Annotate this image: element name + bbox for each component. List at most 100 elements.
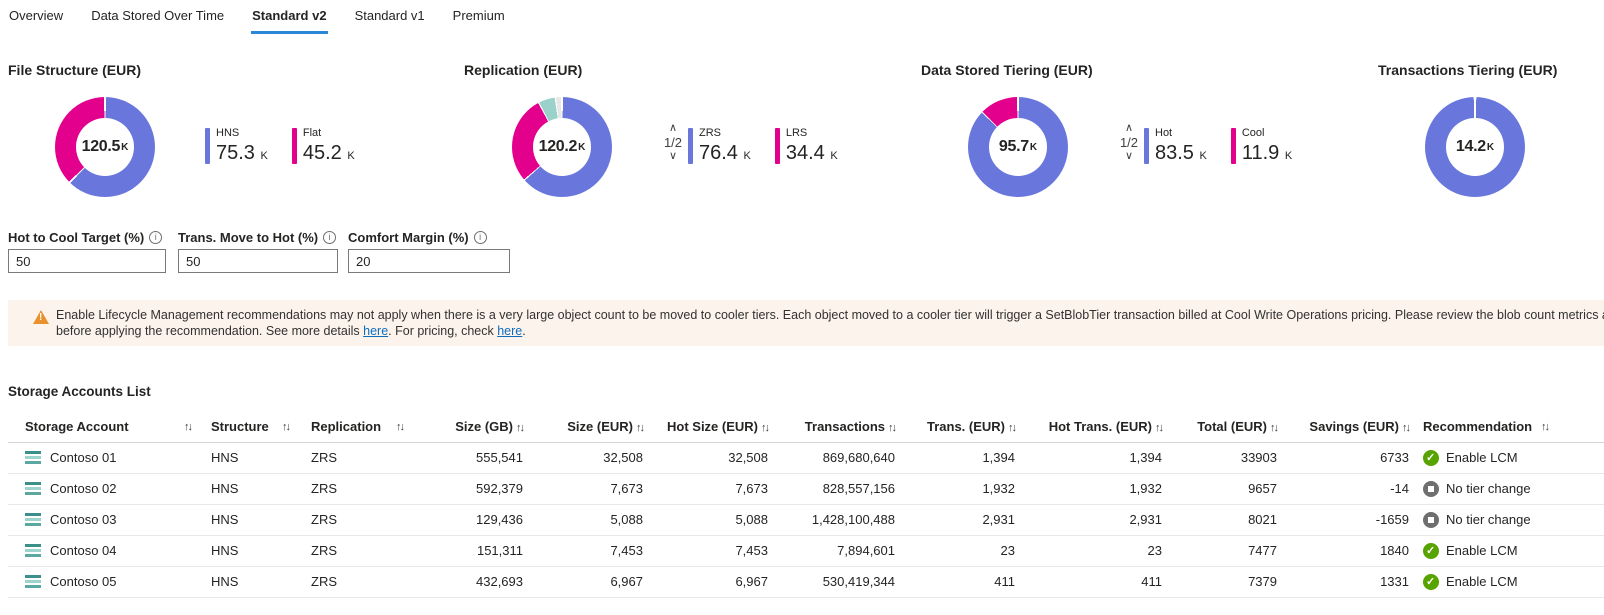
table-row[interactable]: Contoso 03 HNS ZRS 129,436 5,088 5,088 1…: [8, 504, 1604, 536]
page-down-icon[interactable]: ∨: [1124, 150, 1134, 162]
storage-accounts-list-title: Storage Accounts List: [8, 384, 151, 399]
table-header-row: Storage Account ↑↓ Structure ↑↓ Replicatio…: [8, 412, 1604, 443]
warning-text: Enable Lifecycle Management recommendati…: [56, 308, 1604, 338]
col-trans-eur[interactable]: Trans. (EUR): [926, 419, 1005, 435]
page-up-icon[interactable]: ∧: [1124, 122, 1134, 134]
col-structure[interactable]: Structure: [211, 419, 269, 435]
sort-icon[interactable]: ↑↓: [888, 422, 897, 435]
legend-pager: ∧ 1/2 ∨: [660, 123, 686, 162]
trans-move-to-hot-label: Trans. Move to Hot (%): [178, 230, 337, 245]
legend-pager: ∧ 1/2 ∨: [1116, 123, 1142, 162]
legend-swatch: [1144, 128, 1149, 164]
table-row[interactable]: Contoso 04 HNS ZRS 151,311 7,453 7,453 7…: [8, 535, 1604, 567]
storage-account-icon: [25, 544, 41, 557]
recommendation-icon: [1423, 542, 1439, 559]
sort-icon[interactable]: ↑↓: [1541, 420, 1550, 433]
table-row[interactable]: Contoso 01 HNS ZRS 555,541 32,508 32,508…: [8, 442, 1604, 474]
storage-account-icon: [25, 451, 41, 464]
recommendation-label: No tier change: [1446, 512, 1531, 527]
comfort-margin-input[interactable]: [348, 249, 510, 273]
tab-data-stored-over-time[interactable]: Data Stored Over Time: [91, 8, 225, 23]
sort-icon[interactable]: ↑↓: [1155, 422, 1164, 435]
legend-item: Cool 11.9 K: [1230, 126, 1292, 168]
hot-to-cool-target-input[interactable]: [8, 249, 166, 273]
tab-bar: Overview Data Stored Over Time Standard …: [8, 4, 506, 34]
donut-replication[interactable]: 120.2 K: [512, 97, 612, 197]
page-indicator: 1/2: [1119, 135, 1139, 150]
legend-item: LRS 34.4 K: [774, 126, 838, 168]
page-down-icon[interactable]: ∨: [668, 150, 678, 162]
sort-icon[interactable]: ↑↓: [516, 422, 525, 435]
table-row[interactable]: Contoso 02 HNS ZRS 592,379 7,673 7,673 8…: [8, 473, 1604, 505]
chart-title-file-structure: File Structure (EUR): [8, 62, 142, 78]
storage-account-icon: [25, 513, 41, 526]
legend-swatch: [774, 128, 780, 164]
chart-title-data-stored-tiering: Data Stored Tiering (EUR): [921, 62, 1093, 78]
sort-icon[interactable]: ↑↓: [184, 420, 193, 433]
recommendation-icon: [1423, 573, 1439, 590]
legend-item: ZRS 76.4 K: [688, 126, 751, 168]
donut-center-value: 120.5 K: [76, 118, 134, 176]
trans-move-to-hot-input[interactable]: [178, 249, 338, 273]
donut-center-value: 120.2 K: [533, 118, 591, 176]
tab-standard-v2[interactable]: Standard v2: [251, 4, 328, 34]
sort-icon[interactable]: ↑↓: [1402, 422, 1411, 435]
details-link[interactable]: here: [363, 324, 389, 338]
donut-center-value: 14.2 K: [1446, 118, 1504, 176]
pricing-link[interactable]: here: [497, 324, 523, 338]
recommendation-label: Enable LCM: [1446, 574, 1518, 589]
legend-swatch: [688, 128, 693, 164]
tab-standard-v1[interactable]: Standard v1: [354, 8, 425, 23]
tab-premium[interactable]: Premium: [452, 8, 505, 23]
table-row[interactable]: Contoso 05 HNS ZRS 432,693 6,967 6,967 5…: [8, 566, 1604, 598]
legend-data-stored-tiering: Hot 83.5 K Cool 11.9 K: [1144, 126, 1292, 168]
legend-swatch: [1230, 128, 1236, 164]
col-replication[interactable]: Replication: [311, 419, 382, 435]
info-icon[interactable]: [473, 231, 487, 244]
col-recommendation[interactable]: Recommendation: [1423, 419, 1533, 435]
sort-icon[interactable]: ↑↓: [761, 422, 770, 435]
col-transactions[interactable]: Transactions: [804, 419, 885, 435]
legend-swatch: [205, 128, 210, 164]
tab-overview[interactable]: Overview: [9, 8, 64, 23]
col-size-eur[interactable]: Size (EUR): [567, 419, 633, 435]
recommendation-label: Enable LCM: [1446, 450, 1518, 465]
legend-swatch: [291, 128, 297, 164]
sort-icon[interactable]: ↑↓: [1008, 422, 1017, 435]
col-total-eur[interactable]: Total (EUR): [1197, 419, 1267, 435]
col-hot-trans-eur[interactable]: Hot Trans. (EUR): [1048, 419, 1152, 435]
chart-title-transactions-tiering: Transactions Tiering (EUR): [1378, 62, 1558, 78]
donut-transactions-tiering[interactable]: 14.2 K: [1425, 97, 1525, 197]
info-icon[interactable]: [149, 231, 163, 244]
storage-accounts-table: Storage Account ↑↓ Structure ↑↓ Replicatio…: [8, 412, 1604, 598]
recommendation-label: Enable LCM: [1446, 543, 1518, 558]
legend-item: Flat 45.2 K: [291, 126, 355, 168]
sort-icon[interactable]: ↑↓: [396, 420, 405, 433]
sort-icon[interactable]: ↑↓: [282, 420, 291, 433]
warning-icon: [33, 310, 49, 324]
sort-icon[interactable]: ↑↓: [636, 422, 645, 435]
recommendation-icon: [1423, 449, 1439, 466]
sort-icon[interactable]: ↑↓: [1270, 422, 1279, 435]
col-savings-eur[interactable]: Savings (EUR): [1309, 419, 1399, 435]
donut-data-stored-tiering[interactable]: 95.7 K: [968, 97, 1068, 197]
recommendation-label: No tier change: [1446, 481, 1531, 496]
col-hot-size-eur[interactable]: Hot Size (EUR): [667, 419, 758, 435]
donut-center-value: 95.7 K: [989, 118, 1047, 176]
legend-replication: ZRS 76.4 K LRS 34.4 K: [688, 126, 838, 168]
hot-to-cool-target-label: Hot to Cool Target (%): [8, 230, 163, 245]
comfort-margin-label: Comfort Margin (%): [348, 230, 487, 245]
legend-item: Hot 83.5 K: [1144, 126, 1207, 168]
page-up-icon[interactable]: ∧: [668, 122, 678, 134]
info-icon[interactable]: [323, 231, 337, 244]
storage-account-icon: [25, 575, 41, 588]
col-size-gb[interactable]: Size (GB): [455, 419, 513, 435]
page-indicator: 1/2: [663, 135, 683, 150]
legend-file-structure: HNS 75.3 K Flat 45.2 K: [205, 126, 355, 168]
chart-title-replication: Replication (EUR): [464, 62, 583, 78]
donut-file-structure[interactable]: 120.5 K: [55, 97, 155, 197]
recommendation-icon: [1423, 480, 1439, 497]
recommendation-icon: [1423, 511, 1439, 528]
legend-item: HNS 75.3 K: [205, 126, 268, 168]
col-storage-account[interactable]: Storage Account: [25, 419, 129, 435]
